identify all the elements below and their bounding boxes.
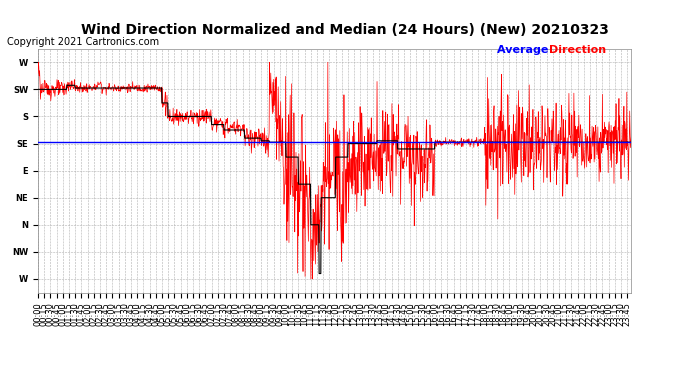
Text: Wind Direction Normalized and Median (24 Hours) (New) 20210323: Wind Direction Normalized and Median (24… bbox=[81, 22, 609, 36]
Text: Average: Average bbox=[497, 45, 552, 55]
Text: Copyright 2021 Cartronics.com: Copyright 2021 Cartronics.com bbox=[7, 37, 159, 47]
Text: Direction: Direction bbox=[549, 45, 606, 55]
